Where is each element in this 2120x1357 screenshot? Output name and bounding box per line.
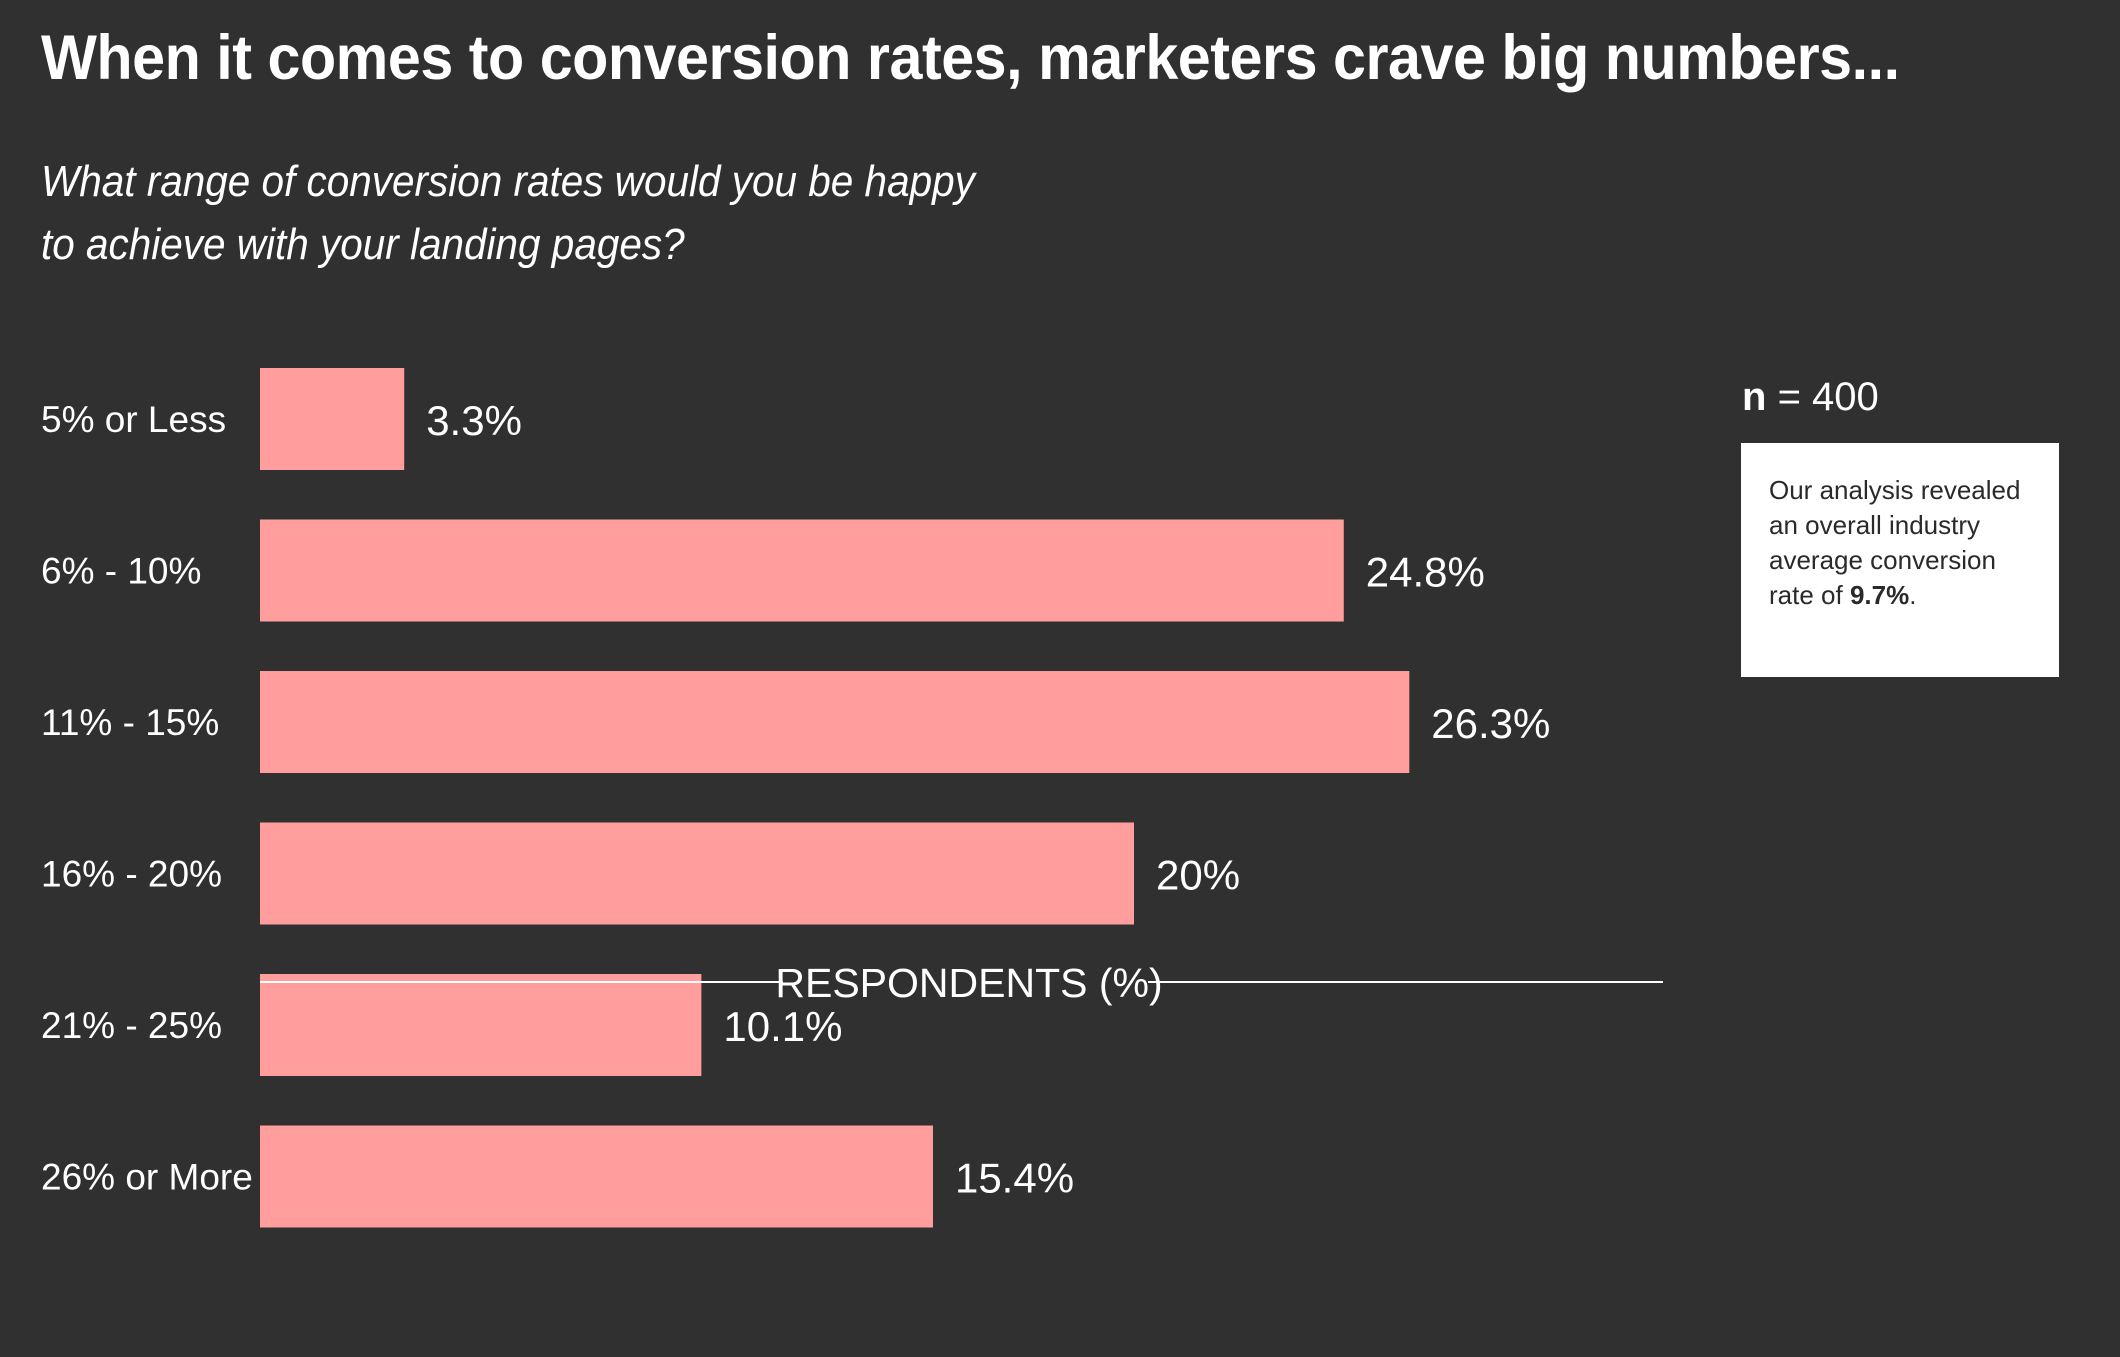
x-axis-label: RESPONDENTS (%)	[775, 960, 1162, 1006]
value-label: 24.8%	[1366, 549, 1485, 596]
category-label: 6% - 10%	[41, 551, 201, 592]
value-label: 15.4%	[955, 1155, 1074, 1202]
value-label: 20%	[1156, 852, 1240, 899]
value-label: 26.3%	[1431, 700, 1550, 747]
bar	[260, 671, 1410, 773]
bar	[260, 822, 1134, 925]
sample-size-value: = 400	[1777, 375, 1879, 419]
subtitle-line-1: What range of conversion rates would you…	[41, 157, 975, 206]
note-text: Our analysis revealed an overall industr…	[1769, 475, 2021, 610]
chart-title: When it comes to conversion rates, marke…	[41, 23, 1900, 93]
category-label: 26% or More	[41, 1157, 253, 1198]
category-label: 21% - 25%	[41, 1005, 222, 1046]
category-label: 16% - 20%	[41, 854, 222, 895]
bar	[260, 974, 702, 1076]
value-label: 3.3%	[426, 397, 522, 444]
chart-subtitle: What range of conversion rates would you…	[41, 150, 1053, 276]
sample-size-prefix: n	[1742, 375, 1767, 419]
bar-chart: 5% or Less 3.3% 6% - 10% 24.8% 11% - 15% 26.3…	[41, 368, 1663, 1228]
subtitle-line-2: to achieve with your landing pages?	[41, 220, 685, 269]
note-highlight: 9.7%	[1849, 580, 1910, 610]
industry-average-note: Our analysis revealed an overall industr…	[1741, 443, 2059, 677]
bar	[260, 1125, 933, 1228]
sample-size-label: n = 400	[1742, 375, 1879, 420]
bar	[260, 519, 1344, 622]
value-label: 10.1%	[723, 1003, 842, 1050]
note-suffix: .	[1909, 580, 1917, 610]
bar	[260, 368, 405, 470]
category-label: 5% or Less	[41, 399, 226, 440]
category-label: 11% - 15%	[41, 702, 219, 743]
